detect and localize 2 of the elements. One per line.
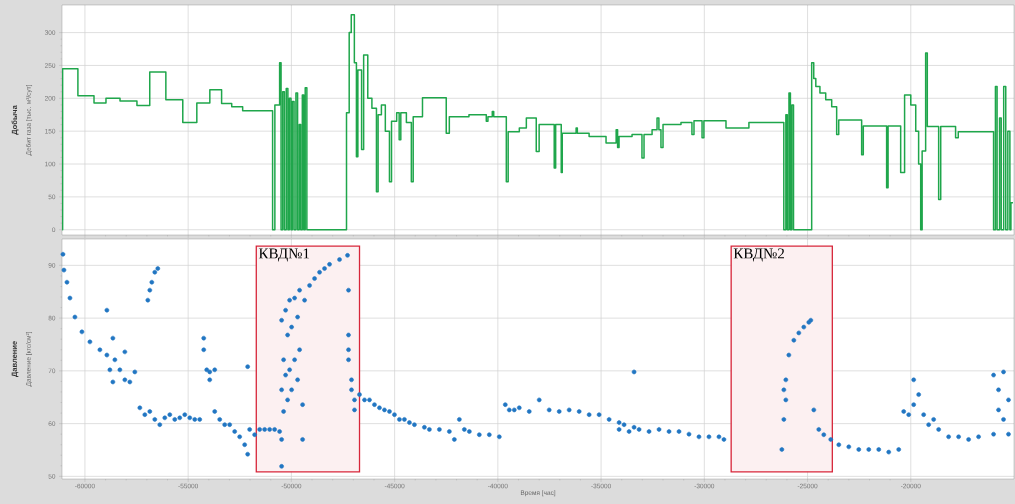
band-label: КВД№1	[258, 248, 310, 262]
band-label: КВД№2	[733, 248, 785, 262]
